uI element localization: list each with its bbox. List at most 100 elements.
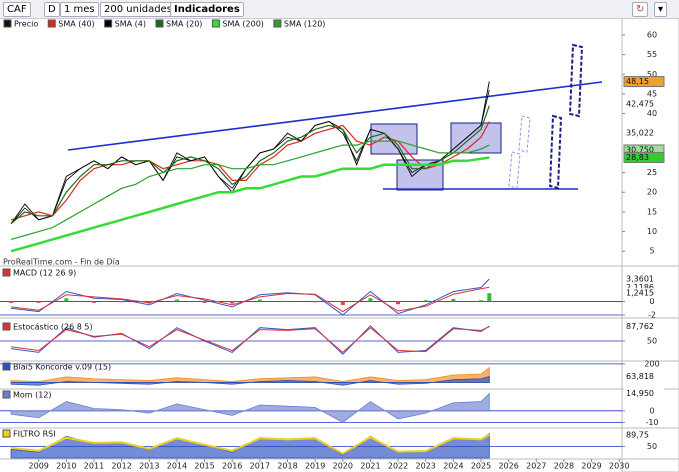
x-tick-label: 2010: [56, 462, 76, 471]
price-marker: [624, 321, 664, 332]
watermark: ProRealTime.com - Fin de Día: [3, 258, 120, 267]
series-line: [11, 278, 490, 316]
x-tick-label: 2027: [526, 462, 546, 471]
y-tick-label: 200: [644, 359, 659, 368]
legend-label: SMA (20): [166, 20, 202, 29]
x-tick-label: 2013: [139, 462, 159, 471]
x-tick-label: 2019: [305, 462, 325, 471]
histogram-bar: [257, 299, 262, 302]
period-selector[interactable]: 1 mes: [60, 2, 99, 17]
y-tick-label: 40: [647, 109, 657, 118]
histogram-bar: [479, 300, 484, 302]
histogram-bar: [64, 298, 69, 302]
price-marker-label: 30,750: [626, 145, 654, 154]
histogram-bar: [423, 300, 428, 302]
legend-swatch: [47, 19, 56, 28]
panel-title-box: [2, 429, 11, 438]
series-line: [11, 286, 490, 313]
histogram-bar: [174, 299, 179, 302]
y-tick-label: 50: [647, 70, 657, 79]
y-tick-label: 10: [647, 227, 657, 236]
price-marker-label: 87,762: [626, 322, 654, 331]
x-tick-label: 2021: [360, 462, 380, 471]
x-tick-label: 2017: [250, 462, 270, 471]
symbol-selector[interactable]: CAF: [3, 2, 31, 17]
histogram-bar: [396, 301, 401, 305]
units-selector[interactable]: 200 unidades: [100, 2, 176, 17]
price-marker-label: 28,83: [626, 153, 649, 162]
price-marker: [624, 128, 664, 139]
y-tick-label: -10: [645, 418, 658, 427]
legend-swatch: [155, 19, 164, 28]
y-tick-label: 55: [647, 50, 657, 59]
series-line: [10, 89, 490, 224]
histogram-bar: [368, 298, 373, 302]
panel-title: Mom (12): [13, 391, 52, 400]
histogram-bar: [285, 300, 290, 302]
panel-title-box: [2, 390, 11, 399]
x-tick-label: 2020: [333, 462, 353, 471]
mode-button[interactable]: D: [44, 2, 60, 17]
toolbar: CAF D 1 mes 200 unidades Indicadores ↻ ▾: [0, 0, 679, 19]
y-tick-label: 45: [647, 89, 657, 98]
legend-swatch: [211, 19, 220, 28]
series-line: [11, 325, 490, 356]
x-tick-label: 2015: [194, 462, 214, 471]
area: [10, 392, 490, 423]
series-line: [10, 434, 490, 455]
y-tick-label: 50: [647, 337, 657, 346]
y-tick-label: 15: [647, 207, 657, 216]
histogram-bar: [9, 301, 14, 303]
trend-line: [67, 81, 603, 151]
price-marker: [624, 274, 664, 285]
histogram-bar: [119, 301, 124, 303]
panel-title-box: [2, 362, 11, 371]
x-tick-label: 2026: [498, 462, 518, 471]
refresh-button[interactable]: ↻: [632, 2, 649, 17]
x-tick-label: 2023: [416, 462, 436, 471]
price-marker-label: 89,75: [626, 430, 649, 439]
price-marker-label: 1,2415: [626, 289, 654, 298]
price-marker-label: 42,475: [626, 99, 654, 108]
panel-title: Blai5 Koncorde v.09 (15): [13, 363, 111, 372]
histogram-bar: [340, 301, 345, 305]
legend-label: SMA (40): [58, 20, 94, 29]
x-tick-label: 2018: [277, 462, 297, 471]
x-tick-label: 2030: [609, 462, 629, 471]
x-tick-label: 2028: [554, 462, 574, 471]
panel-title: MACD (12 26 9): [13, 269, 76, 278]
series-line: [10, 140, 490, 240]
y-tick-label: 0: [649, 406, 654, 415]
price-marker-label: 14,950: [626, 389, 654, 398]
price-marker: [624, 282, 664, 293]
histogram-bar: [487, 293, 492, 302]
legend-label: SMA (120): [284, 20, 326, 29]
price-marker: [624, 98, 664, 109]
drawings: [67, 43, 603, 191]
x-tick-label: 2012: [111, 462, 131, 471]
panel-title: Estocástico (26 8 5): [13, 323, 93, 332]
histogram-bar: [313, 301, 318, 303]
series-line: [10, 156, 490, 253]
y-tick-label: 60: [647, 30, 657, 39]
price-marker-label: 35,022: [626, 129, 654, 138]
series-line: [11, 326, 490, 354]
y-tick-label: 50: [647, 442, 657, 451]
zone-box: [370, 123, 418, 155]
menu-button[interactable]: ▾: [654, 2, 668, 17]
indicators-button[interactable]: Indicadores: [170, 2, 244, 17]
legend-label: SMA (4): [115, 20, 146, 29]
price-marker-label: 63,818: [626, 372, 654, 381]
histogram-bar: [230, 301, 235, 304]
histogram-bar: [36, 301, 41, 303]
x-tick-label: 2011: [84, 462, 104, 471]
projection: [548, 114, 563, 190]
series-line: [10, 121, 490, 221]
x-tick-label: 2016: [222, 462, 242, 471]
x-tick-label: 2025: [471, 462, 491, 471]
projection: [568, 43, 584, 118]
panel-title: FILTRO RSI: [13, 430, 56, 439]
